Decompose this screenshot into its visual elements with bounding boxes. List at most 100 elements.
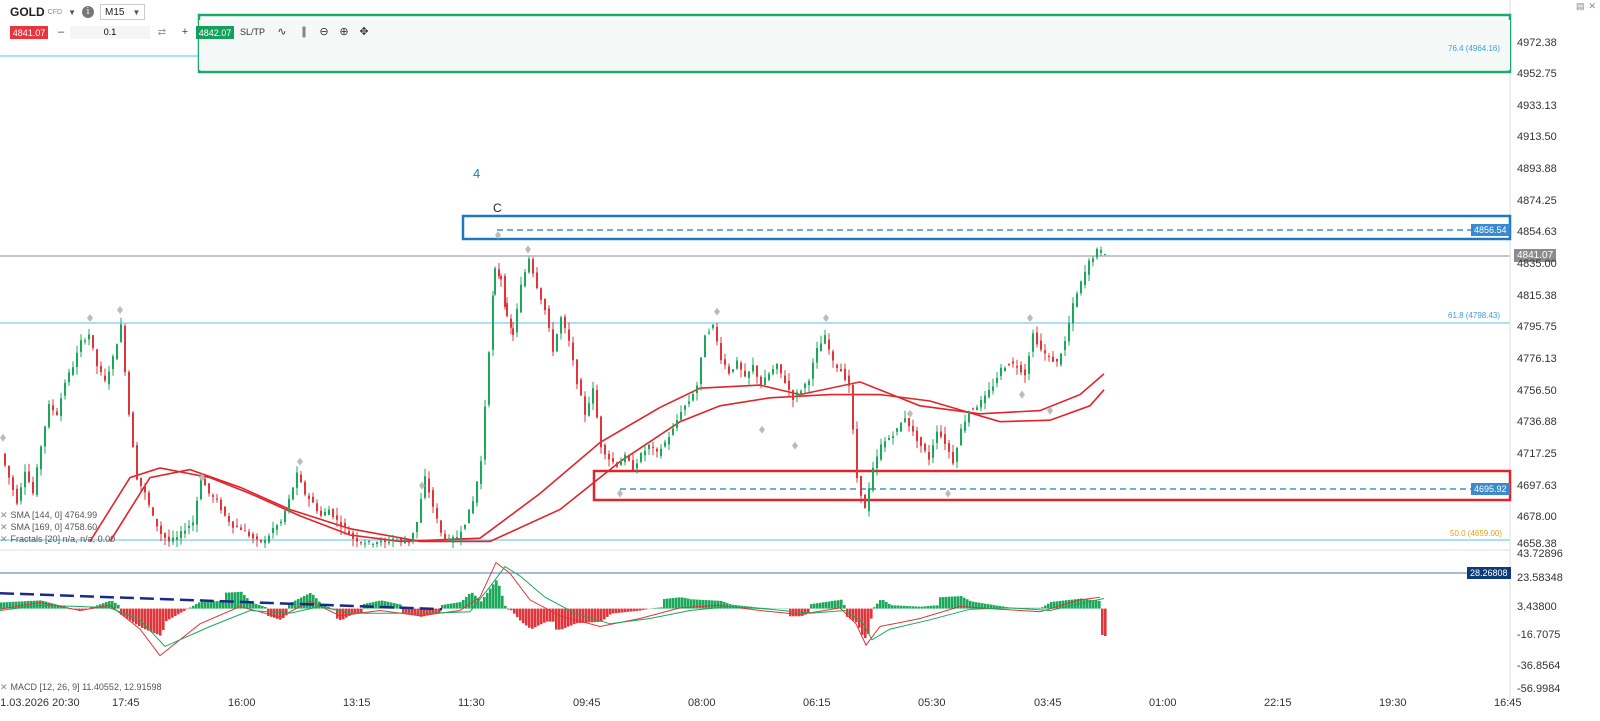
line-chart-icon[interactable]: ∿ — [277, 26, 287, 38]
candle-body — [884, 441, 886, 448]
macd-histogram-bar — [540, 608, 543, 625]
fractal-marker — [495, 231, 501, 240]
macd-histogram-bar — [555, 608, 558, 630]
candle-body — [952, 452, 954, 464]
candle-body — [1040, 340, 1042, 350]
close-icon[interactable]: ✕ — [1588, 1, 1596, 11]
macd-histogram-bar — [960, 596, 963, 609]
macd-histogram-bar — [240, 591, 243, 609]
candle-body — [76, 352, 78, 367]
fib-label-76: 76.4 (4964.16) — [1448, 44, 1501, 53]
candle-body — [824, 335, 826, 344]
window-controls: ▤ ✕ — [1576, 1, 1596, 12]
fib-label-low: 50.0 (4659.00) — [1450, 529, 1503, 538]
candle-body — [768, 373, 770, 380]
close-icon[interactable]: ✕ — [0, 534, 8, 544]
zoom-out-icon[interactable]: ⊖ — [319, 26, 329, 38]
candle-body — [416, 522, 418, 533]
close-icon[interactable]: ✕ — [0, 510, 8, 520]
plus-icon[interactable]: + — [181, 26, 189, 38]
candle-body — [92, 335, 94, 348]
macd-histogram-bar — [405, 608, 408, 614]
macd-histogram-bar — [456, 602, 459, 609]
legend-macd[interactable]: ✕ MACD [12, 26, 9] 11.40552, 12.91598 — [0, 682, 162, 693]
macd-histogram-bar — [471, 592, 474, 609]
macd-histogram-bar — [495, 580, 498, 609]
candle-body — [64, 382, 66, 396]
candle-body — [124, 326, 126, 372]
zone-boxes[interactable] — [197, 13, 1512, 502]
candle-body — [1084, 272, 1086, 285]
candle-body — [928, 452, 930, 460]
candle-body — [384, 540, 386, 543]
candles-icon[interactable]: ∥ — [301, 26, 307, 38]
swap-icon[interactable]: ⇄ — [157, 27, 167, 38]
candle-body — [396, 539, 398, 541]
macd-histogram-bar — [138, 608, 141, 627]
macd-histogram-bar — [489, 588, 492, 609]
close-icon[interactable]: ✕ — [0, 522, 8, 532]
candle-body — [584, 396, 586, 415]
candle-body — [196, 500, 198, 525]
macd-histogram-bar — [885, 602, 888, 609]
candle-body — [424, 476, 426, 498]
legend-sma169[interactable]: ✕ SMA [169, 0] 4758.60 — [0, 522, 97, 533]
macd-histogram-bar — [1092, 600, 1095, 609]
candle-body — [168, 536, 170, 542]
candle-body — [660, 448, 662, 456]
macd-histogram-bar — [159, 608, 162, 636]
candle-body — [892, 436, 894, 439]
macd-histogram-bar — [474, 595, 477, 609]
quantity-input[interactable] — [70, 26, 150, 39]
macd-histogram-bar — [900, 605, 903, 609]
macd-histogram-bar — [114, 602, 117, 609]
macd-histogram-bar — [645, 608, 648, 610]
timeframe-select[interactable]: M15 ▼ — [99, 4, 146, 20]
macd-histogram-bar — [612, 608, 615, 614]
window-restore-icon[interactable]: ▤ — [1575, 1, 1585, 11]
candle-body — [792, 390, 794, 400]
macd-histogram-bar — [963, 597, 966, 609]
sltp-button[interactable]: SL/TP — [240, 27, 266, 37]
macd-histogram-bar — [810, 604, 813, 609]
time-tick-label: 08:00 — [688, 697, 716, 709]
minus-icon[interactable]: – — [57, 26, 65, 38]
macd-histogram-bar — [714, 600, 717, 609]
candle-body — [388, 541, 390, 544]
macd-histogram-bar — [696, 599, 699, 609]
macd-histogram-bar — [678, 597, 681, 609]
candle-body — [1080, 281, 1082, 294]
candle-body — [992, 386, 994, 391]
candle-body — [510, 318, 512, 328]
macd-histogram-bar — [30, 600, 33, 609]
candle-body — [236, 525, 238, 527]
close-icon[interactable]: ✕ — [0, 682, 8, 692]
legend-fractals[interactable]: ✕ Fractals [20] n/a, n/a, 0.00 — [0, 534, 115, 545]
zoom-in-icon[interactable]: ⊕ — [339, 26, 349, 38]
macd-histogram-bar — [162, 608, 165, 630]
macd-histogram-bar — [117, 604, 120, 609]
candle-body — [908, 417, 910, 427]
legend-sma144[interactable]: ✕ SMA [144, 0] 4764.99 — [0, 510, 97, 521]
macd-histogram-bar — [1101, 608, 1104, 635]
candle-body — [494, 268, 496, 295]
buy-button[interactable]: 4842.07 — [196, 26, 234, 39]
chevron-down-icon[interactable]: ▼ — [68, 7, 76, 17]
candle-body — [476, 481, 478, 503]
price-tick-label: 4952.75 — [1517, 68, 1557, 80]
candle-body — [968, 411, 970, 423]
candle-body — [620, 461, 622, 466]
candle-body — [444, 534, 446, 540]
symbol-name[interactable]: GOLD — [10, 5, 45, 19]
candle-body — [12, 477, 14, 490]
move-icon[interactable]: ✥ — [359, 26, 369, 38]
macd-histogram-bar — [198, 602, 201, 609]
sell-button[interactable]: 4841.07 — [10, 26, 48, 39]
macd-histogram-bar — [603, 608, 606, 620]
info-icon[interactable]: i — [81, 6, 94, 18]
candle-body — [88, 334, 90, 340]
candle-body — [348, 531, 350, 535]
candle-body — [116, 344, 118, 360]
candle-body — [272, 528, 274, 533]
